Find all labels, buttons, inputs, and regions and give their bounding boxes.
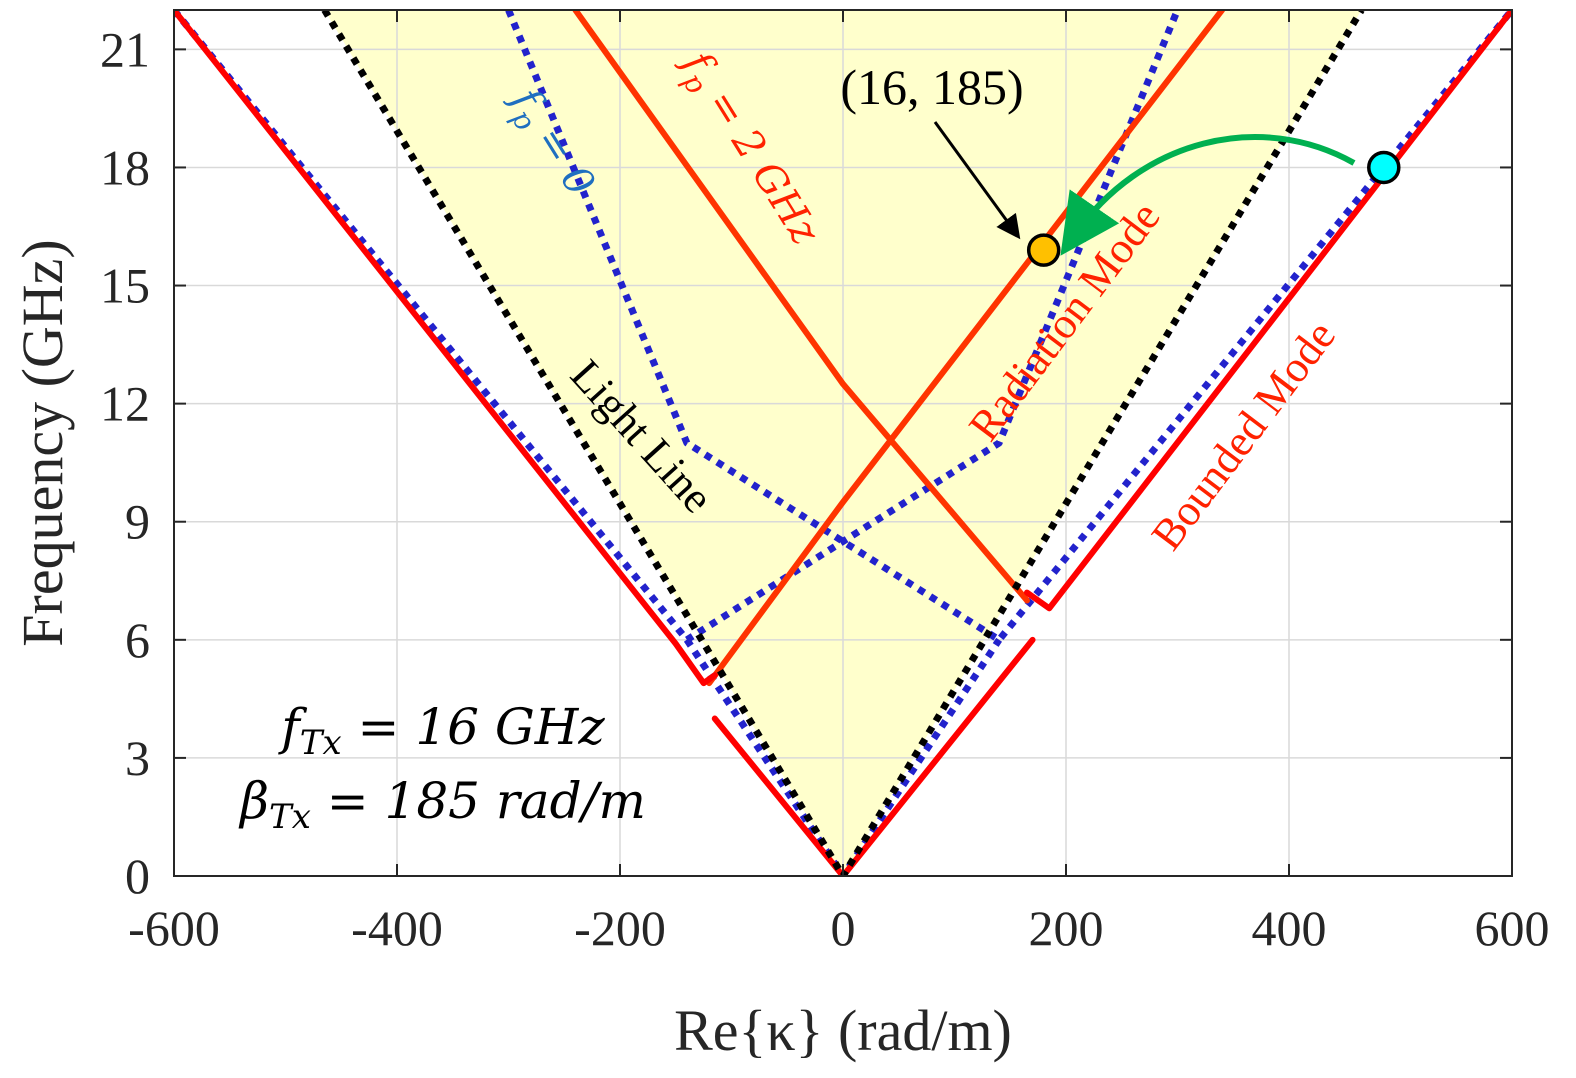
y-tick-label: 3: [125, 730, 150, 786]
y-tick-labels: 0 3 6 9 12 15 18 21: [100, 21, 150, 904]
point-label-arrow: [933, 121, 1021, 240]
x-axis-label: Re{κ} (rad/m): [674, 998, 1012, 1063]
y-tick-label: 0: [125, 848, 150, 904]
y-tick-label: 15: [100, 258, 150, 314]
series-bounded-mode-right: [1023, 10, 1512, 612]
x-tick-labels: -600 -400 -200 0 200 400 600: [128, 900, 1549, 956]
x-tick-label: -200: [574, 900, 666, 956]
series-fp-2-ghz: [706, 10, 1226, 687]
y-tick-label: 18: [100, 139, 150, 195]
y-tick-label: 21: [100, 21, 150, 77]
ticks: [173, 10, 1513, 877]
x-tick-label: -600: [128, 900, 220, 956]
series-bounded-mode-lower: [711, 636, 1036, 876]
btx-equation: βTx = 185 rad/m: [238, 772, 646, 837]
tx-point-marker: [1367, 150, 1401, 185]
series-layer: [174, 10, 1512, 876]
x-tick-label: 200: [1029, 900, 1104, 956]
x-tick-label: 0: [831, 900, 856, 956]
x-tick-label: 600: [1475, 900, 1550, 956]
x-tick-label: -400: [351, 900, 443, 956]
series-fp-2-ghz-mirror: [572, 10, 1030, 604]
y-tick-label: 12: [100, 376, 150, 432]
x-tick-label: 400: [1252, 900, 1327, 956]
series-bounded-mode: [174, 10, 718, 687]
bounded-point-marker: [1026, 233, 1061, 267]
ftx-equation: fTx = 16 GHz: [277, 698, 605, 763]
mode-transition-arrow: [1060, 134, 1356, 256]
y-axis-label: Frequency (GHz): [10, 239, 75, 646]
y-tick-label: 6: [125, 612, 150, 668]
point-label: (16, 185): [840, 59, 1023, 115]
y-tick-label: 9: [125, 494, 150, 550]
series-light-line: [321, 10, 1365, 876]
